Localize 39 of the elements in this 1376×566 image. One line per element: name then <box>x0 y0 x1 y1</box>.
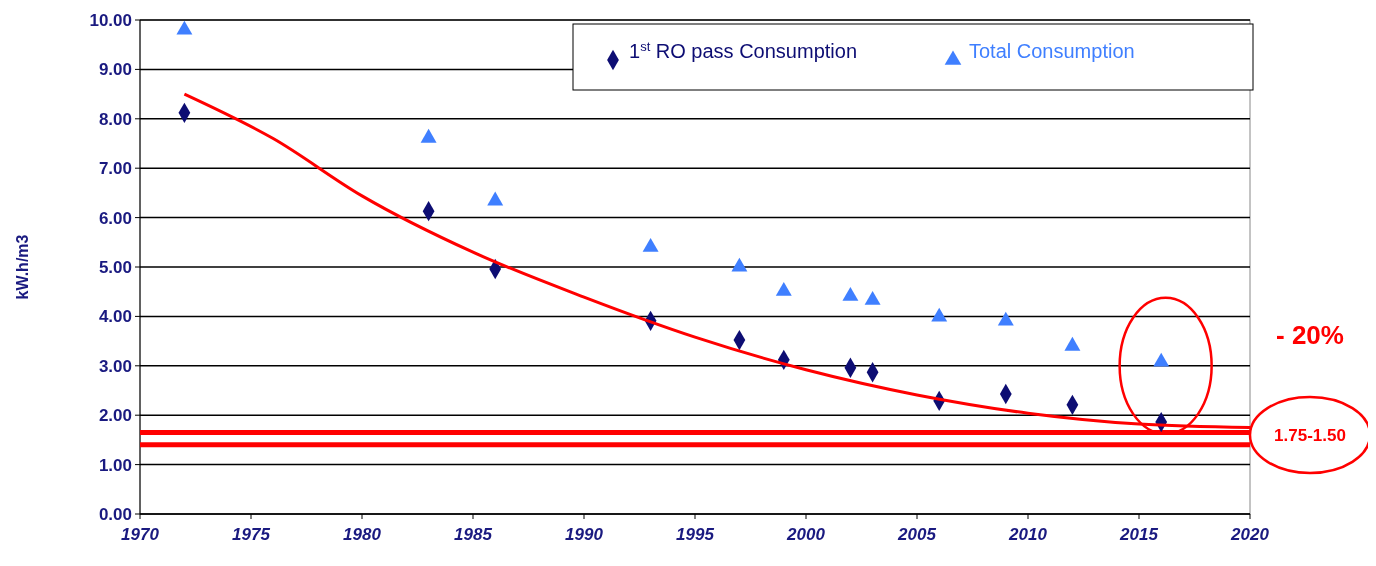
point <box>487 191 504 206</box>
point <box>775 282 792 296</box>
y-tick-label: 7.00 <box>98 159 132 179</box>
y-tick-label: 3.00 <box>98 356 132 376</box>
y-tick-label: 0.00 <box>98 504 132 524</box>
x-tick-label: 2000 <box>786 525 826 544</box>
x-tick-label: 2005 <box>897 525 937 544</box>
legend-label: Total Consumption <box>969 40 1135 62</box>
x-tick-label: 1995 <box>676 525 715 544</box>
x-tick-label: 1985 <box>454 525 493 544</box>
y-tick-label: 5.00 <box>98 257 132 277</box>
point <box>1064 336 1081 351</box>
y-tick-label: 9.00 <box>98 60 132 80</box>
legend-label: 1$^{st}$ RO pass Consumption <box>629 38 858 62</box>
x-tick-label: 2020 <box>1230 525 1270 544</box>
point <box>1153 352 1170 367</box>
x-tick-label: 1980 <box>343 525 382 544</box>
point <box>642 238 659 252</box>
point <box>842 286 859 301</box>
x-tick-label: 1970 <box>121 525 160 544</box>
y-tick-label: 1.00 <box>98 455 132 475</box>
y-tick-label: 8.00 <box>98 109 132 129</box>
y-tick-label: 4.00 <box>98 307 132 327</box>
y-tick-label: 2.00 <box>98 406 132 426</box>
y-axis-title: kW.h/m3 <box>14 234 31 300</box>
x-tick-label: 1975 <box>232 525 271 544</box>
text: - 20% <box>1276 319 1344 350</box>
point <box>931 307 948 322</box>
point <box>176 20 193 35</box>
y-tick-label: 10.00 <box>89 10 132 30</box>
point <box>864 290 881 305</box>
point <box>420 128 437 143</box>
x-tick-label: 2010 <box>1008 525 1048 544</box>
y-tick-label: 6.00 <box>98 208 132 228</box>
x-tick-label: 2015 <box>1119 525 1159 544</box>
x-tick-label: 1990 <box>565 525 604 544</box>
point <box>997 311 1014 326</box>
text: 1.75-1.50 <box>1274 425 1346 445</box>
point <box>731 257 748 272</box>
